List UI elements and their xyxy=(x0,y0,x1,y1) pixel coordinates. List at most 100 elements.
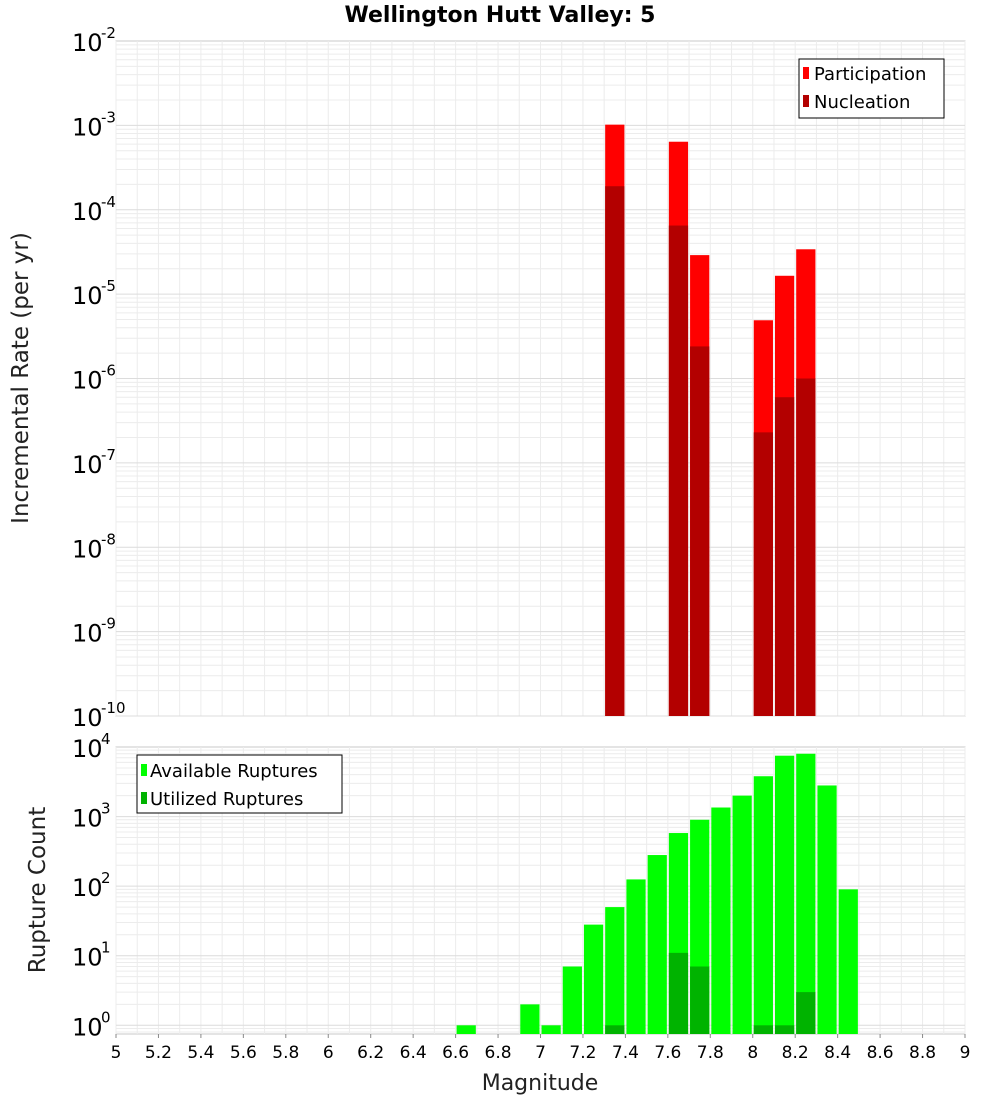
bar-overlay-nucleation xyxy=(605,186,625,716)
legend-label-available: Available Ruptures xyxy=(150,761,318,782)
x-tick-label: 7.6 xyxy=(654,1043,681,1063)
y-tick-exponent: -10 xyxy=(101,699,126,717)
y-tick-exponent: 3 xyxy=(101,800,111,818)
y-tick-label: 10 xyxy=(72,735,103,763)
x-tick-label: 5.4 xyxy=(187,1043,214,1063)
x-tick-label: 6 xyxy=(323,1043,334,1063)
y-tick-exponent: -9 xyxy=(101,615,116,633)
legend-label-participation: Participation xyxy=(814,64,926,85)
x-tick-label: 5.8 xyxy=(272,1043,299,1063)
bar-available-ruptures xyxy=(520,1004,540,1034)
bar-available-ruptures xyxy=(732,795,752,1034)
y-tick-label: 10 xyxy=(72,451,103,479)
x-tick-label: 7 xyxy=(535,1043,546,1063)
legend-label-nucleation: Nucleation xyxy=(814,92,910,113)
y-tick-label: 10 xyxy=(72,805,103,833)
x-tick-label: 7.2 xyxy=(569,1043,596,1063)
y-tick-label: 10 xyxy=(72,1013,103,1041)
bar-overlay-nucleation xyxy=(668,225,689,716)
y-tick-label: 10 xyxy=(72,367,103,395)
y-tick-label: 10 xyxy=(72,874,103,902)
x-tick-label: 6.8 xyxy=(485,1043,512,1063)
bar-overlay-nucleation xyxy=(774,397,795,716)
count-y-axis-label: Rupture Count xyxy=(25,807,51,973)
x-tick-label: 8.8 xyxy=(909,1043,936,1063)
bar-available-ruptures xyxy=(626,879,646,1034)
chart-title: Wellington Hutt Valley: 5 xyxy=(345,3,656,28)
x-tick-label: 6.6 xyxy=(442,1043,469,1063)
bar-available-ruptures xyxy=(817,785,837,1034)
x-tick-label: 5.6 xyxy=(230,1043,257,1063)
legend-swatch-nucleation xyxy=(803,95,809,107)
bar-overlay-utilized-ruptures xyxy=(774,1025,795,1034)
x-tick-label: 7.8 xyxy=(697,1043,724,1063)
x-tick-label: 8 xyxy=(747,1043,758,1063)
bar-overlay-nucleation xyxy=(753,432,773,716)
x-tick-label: 7.4 xyxy=(612,1043,639,1063)
bar-available-ruptures xyxy=(711,807,731,1034)
y-tick-label: 10 xyxy=(72,282,103,310)
bar-available-ruptures xyxy=(796,753,816,1034)
y-tick-exponent: -5 xyxy=(101,277,116,295)
y-tick-label: 10 xyxy=(72,944,103,972)
rate-plot-grid xyxy=(115,41,966,717)
legend-label-utilized: Utilized Ruptures xyxy=(150,789,303,810)
y-tick-exponent: 0 xyxy=(101,1008,111,1026)
count-legend: Available Ruptures Utilized Ruptures xyxy=(136,754,343,814)
count-plot-bars xyxy=(456,753,858,1034)
y-tick-exponent: -8 xyxy=(101,530,116,548)
bar-overlay-utilized-ruptures xyxy=(753,1025,773,1034)
legend-swatch-utilized xyxy=(141,792,147,804)
y-tick-label: 10 xyxy=(72,620,103,648)
bar-available-ruptures xyxy=(838,889,858,1034)
y-tick-label: 10 xyxy=(72,704,103,732)
legend-swatch-participation xyxy=(803,67,809,79)
x-tick-label: 6.2 xyxy=(357,1043,384,1063)
count-legend-box xyxy=(136,754,343,814)
y-tick-exponent: -7 xyxy=(101,446,116,464)
y-tick-exponent: 1 xyxy=(101,939,111,957)
bar-available-ruptures xyxy=(562,966,582,1034)
y-tick-label: 10 xyxy=(72,198,103,226)
y-tick-label: 10 xyxy=(72,29,103,57)
y-tick-exponent: 2 xyxy=(101,869,111,887)
bar-overlay-utilized-ruptures xyxy=(690,966,710,1034)
x-tick-label: 8.2 xyxy=(782,1043,809,1063)
legend-swatch-available xyxy=(141,764,147,776)
bar-available-ruptures xyxy=(774,755,795,1034)
bar-overlay-nucleation xyxy=(690,346,710,716)
bar-available-ruptures xyxy=(541,1025,561,1034)
x-axis-label: Magnitude xyxy=(482,1071,599,1096)
y-tick-label: 10 xyxy=(72,535,103,563)
x-tick-label: 5 xyxy=(111,1043,122,1063)
bar-available-ruptures xyxy=(753,776,773,1034)
count-plot-x-ticks: 5 5.2 5.4 5.6 5.8 6 6.2 6.4 6.6 6.8 7 7.2 7.4 7.6 7.8 8… xyxy=(111,1034,971,1063)
bar-available-ruptures xyxy=(605,907,625,1034)
y-tick-exponent: -2 xyxy=(101,24,116,42)
rate-plot-bars xyxy=(605,124,816,717)
x-tick-label: 8.6 xyxy=(867,1043,894,1063)
y-tick-label: 10 xyxy=(72,113,103,141)
x-tick-label: 6.4 xyxy=(400,1043,427,1063)
bar-available-ruptures xyxy=(456,1025,476,1034)
bar-available-ruptures xyxy=(647,855,667,1034)
y-tick-exponent: -4 xyxy=(101,193,116,211)
rate-y-axis-label: Incremental Rate (per yr) xyxy=(8,232,34,524)
bar-overlay-utilized-ruptures xyxy=(605,1025,625,1034)
x-tick-label: 9 xyxy=(960,1043,971,1063)
bar-overlay-utilized-ruptures xyxy=(668,952,689,1034)
x-tick-label: 5.2 xyxy=(145,1043,172,1063)
bar-available-ruptures xyxy=(583,924,604,1034)
bar-overlay-utilized-ruptures xyxy=(796,992,816,1034)
y-tick-exponent: -3 xyxy=(101,108,116,126)
y-tick-exponent: 4 xyxy=(101,730,111,748)
bar-overlay-nucleation xyxy=(796,378,816,716)
rate-legend-box xyxy=(798,58,945,119)
y-tick-exponent: -6 xyxy=(101,362,116,380)
rate-legend: Participation Nucleation xyxy=(798,58,945,119)
